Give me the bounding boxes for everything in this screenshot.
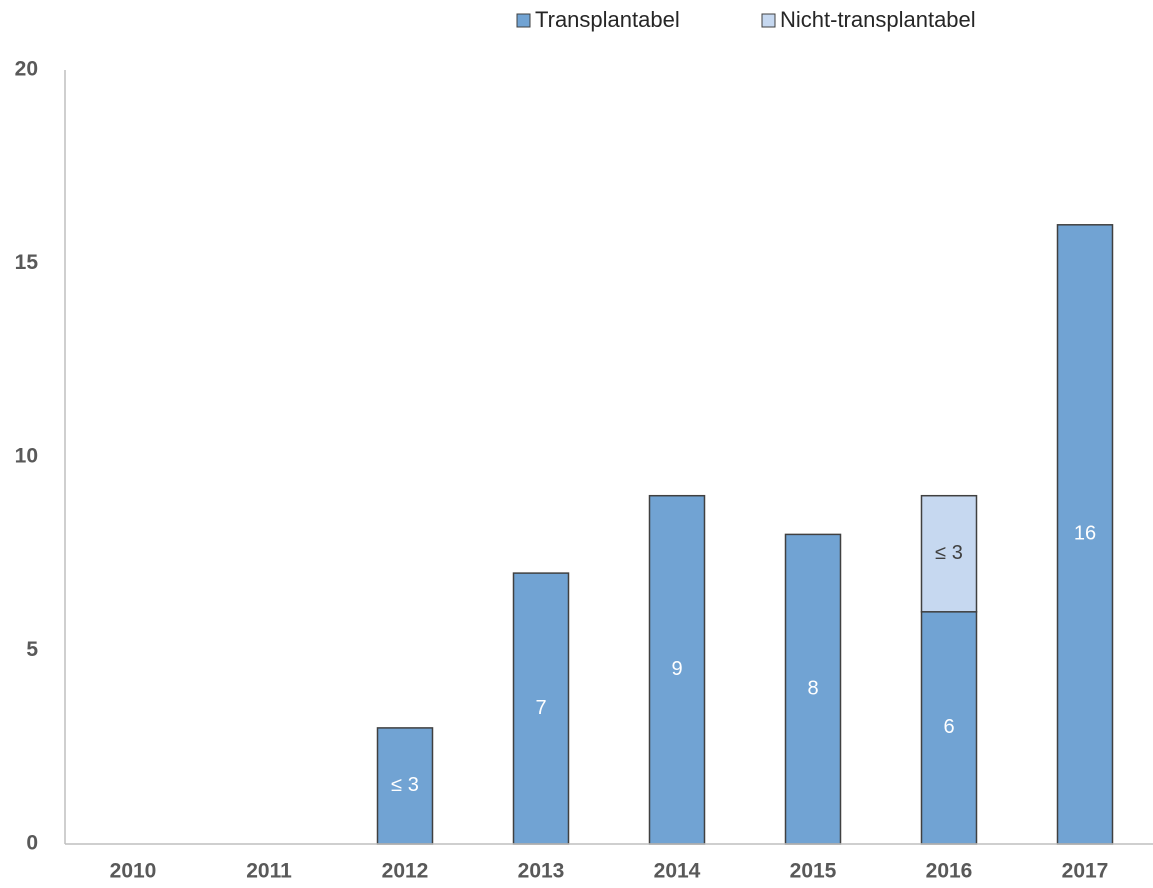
bar — [512, 572, 570, 845]
y-tick-label: 20 — [15, 58, 38, 81]
data-label: 8 — [807, 677, 818, 699]
legend-label: Transplantabel — [535, 7, 680, 32]
data-label: 16 — [1074, 523, 1096, 545]
bar — [1056, 224, 1114, 845]
x-tick-label: 2013 — [518, 860, 565, 883]
y-tick-label: 0 — [26, 832, 38, 855]
x-tick-label: 2012 — [382, 860, 429, 883]
y-tick-label: 5 — [26, 638, 38, 661]
bar — [920, 494, 978, 613]
legend-swatch — [761, 13, 776, 28]
y-tick-label: 10 — [15, 445, 38, 468]
data-label: 6 — [943, 716, 954, 738]
x-tick-label: 2015 — [790, 860, 837, 883]
x-tick-label: 2017 — [1062, 860, 1109, 883]
data-label: ≤ 3 — [391, 774, 419, 796]
x-tick-label: 2011 — [246, 860, 292, 883]
data-label: 9 — [671, 658, 682, 680]
x-tick-label: 2014 — [654, 860, 701, 883]
x-tick-label: 2010 — [110, 860, 157, 883]
legend-label: Nicht-transplantabel — [780, 7, 976, 32]
y-tick-label: 15 — [15, 251, 39, 274]
data-label: ≤ 3 — [935, 542, 963, 564]
bar — [784, 533, 842, 845]
bar — [920, 611, 978, 845]
data-label: 7 — [535, 697, 546, 719]
x-tick-label: 2016 — [926, 860, 973, 883]
legend-swatch — [516, 13, 531, 28]
